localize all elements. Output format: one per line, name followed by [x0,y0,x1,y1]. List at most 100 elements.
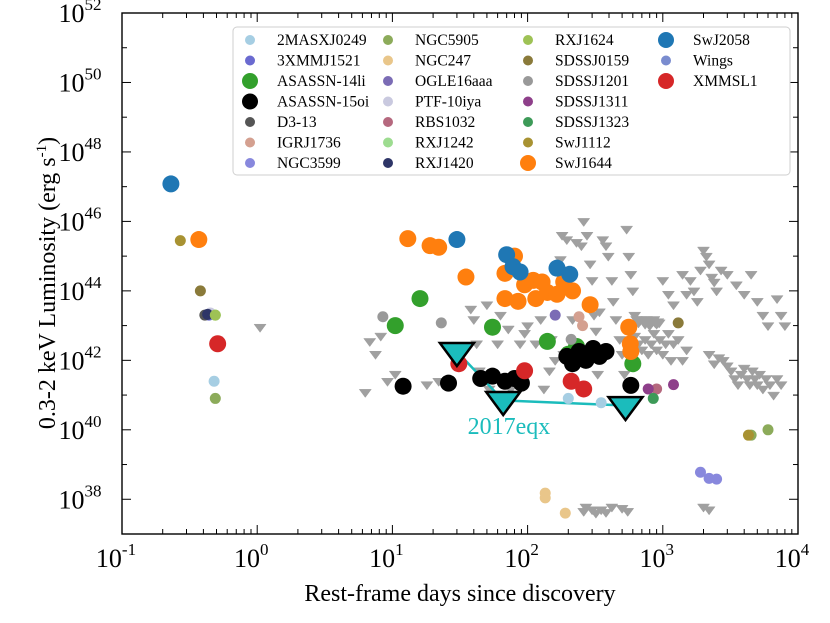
point-sdssj1201 [565,333,577,345]
upper-limit-marker [583,260,597,270]
upper-limit-marker [529,340,543,350]
upper-limit-marker [605,503,619,513]
point-swj1644 [457,268,475,286]
point-igrj1736 [577,320,589,332]
point-asassn-14li [386,317,404,335]
legend-label-ngc3599: NGC3599 [277,155,341,172]
upper-limit-marker [720,271,734,280]
upper-limit-marker [513,340,527,350]
eqx-upper-limit-marker [483,390,523,418]
upper-limit-marker [641,350,655,360]
upper-limit-marker [585,277,599,286]
upper-limit-marker [740,375,754,385]
y-axis-title-close: ) [35,137,61,145]
upper-limit-marker [548,357,562,366]
upper-limit-marker [653,336,667,345]
upper-limit-marker [693,266,707,276]
upper-limit-marker [480,301,494,311]
point-ngc3599 [711,473,723,485]
y-tick-label: 1050 [59,64,102,97]
legend-label-sdssj1323: SDSSJ1323 [555,114,629,131]
legend-label-asassn-15oi: ASASSN-15oi [277,94,370,111]
point-swj1644 [190,231,208,249]
upper-limit-marker [592,308,606,318]
point-swj1644 [430,238,448,256]
point-swj1644 [620,318,638,336]
upper-limit-marker [493,311,507,321]
legend-label-asassn-14li: ASASSN-14li [277,73,366,90]
upper-limit-marker [464,305,478,315]
upper-limit-marker [358,389,372,398]
upper-limit-marker [647,330,661,339]
upper-limit-marker [770,375,784,385]
point-ngc247 [559,507,571,519]
legend-label-xmmsl1: XMMSL1 [693,73,758,90]
y-tick-label: 1042 [59,342,102,375]
axis-layer: 10-1 100 101 102 103 104 1038 1040 1042 1044 1046 1… [59,0,810,573]
point-swj1644 [496,290,514,308]
legend-marker-sdssj1323 [523,117,533,127]
point-asassn-15oi [622,376,640,394]
upper-limit-marker [714,266,728,276]
point-2masxj0249 [595,397,607,409]
eqx-upper-limit-marker [437,341,477,369]
upper-limit-marker [580,232,594,241]
upper-limit-marker [644,340,658,350]
legend-label-ogle16aaa: OGLE16aaa [415,73,493,90]
point-swj2058 [548,259,566,277]
upper-limit-marker [667,340,681,350]
legend-marker-3xmmj1521 [245,55,255,66]
point-sdssj1201 [435,317,447,329]
point-asassn-15oi [440,374,458,392]
point-sdssj1311 [642,383,654,395]
upper-limit-marker [596,236,610,246]
y-tick-label: 1044 [59,273,103,306]
legend-marker-xmmsl1 [658,73,674,89]
point-swj1112 [174,235,186,247]
upper-limit-marker [518,330,532,339]
point-2masxj0249 [208,375,220,387]
point-ngc3599 [694,466,706,478]
point-sdssj1201 [377,311,389,323]
upper-limit-marker [731,381,745,391]
upper-limit-marker [720,362,734,372]
legend-label-sdssj0159: SDSSJ0159 [555,53,629,70]
legend-marker-swj1112 [523,137,533,148]
upper-limit-marker [491,340,505,350]
upper-limit-marker [369,350,383,360]
upper-limit-marker [705,273,719,283]
upper-limit-marker [728,375,742,385]
upper-limit-marker [707,360,721,370]
upper-limit-marker [253,323,267,333]
upper-limit-marker [363,338,377,347]
upper-limit-marker [729,281,743,291]
upper-limit-marker [534,316,548,326]
x-tick-label: 103 [640,540,675,573]
point-sdssj0159 [194,285,206,297]
upper-limit-marker [624,271,638,280]
upper-limit-marker [374,332,388,342]
upper-limit-marker [702,350,716,360]
upper-limit-marker [591,370,605,380]
point-rbs1032 [651,383,663,395]
upper-limit-marker [601,252,615,262]
upper-limit-marker [748,375,762,385]
legend-marker-ngc5905 [383,35,393,45]
legend-marker-rbs1032 [383,117,393,127]
point-ngc5905 [762,424,774,436]
annotation-2017eqx: 2017eqx [468,414,551,440]
upper-limit-marker [659,340,673,350]
upper-limit-marker [667,301,681,311]
upper-limit-marker [622,252,636,262]
point-ogle16aaa [549,309,561,321]
upper-limit-marker [599,242,613,252]
y-axis-title-main: 0.3-2 keV Luminosity (erg s [35,157,61,429]
x-axis-title: Rest-frame days since discovery [304,581,615,607]
point-igrj1736 [573,311,585,323]
upper-limit-marker [617,370,631,380]
upper-limit-marker [606,298,620,307]
upper-limit-marker [628,311,642,321]
legend-marker-swj2058 [658,32,674,48]
upper-limit-marker [750,298,764,307]
plot-frame [121,12,799,535]
